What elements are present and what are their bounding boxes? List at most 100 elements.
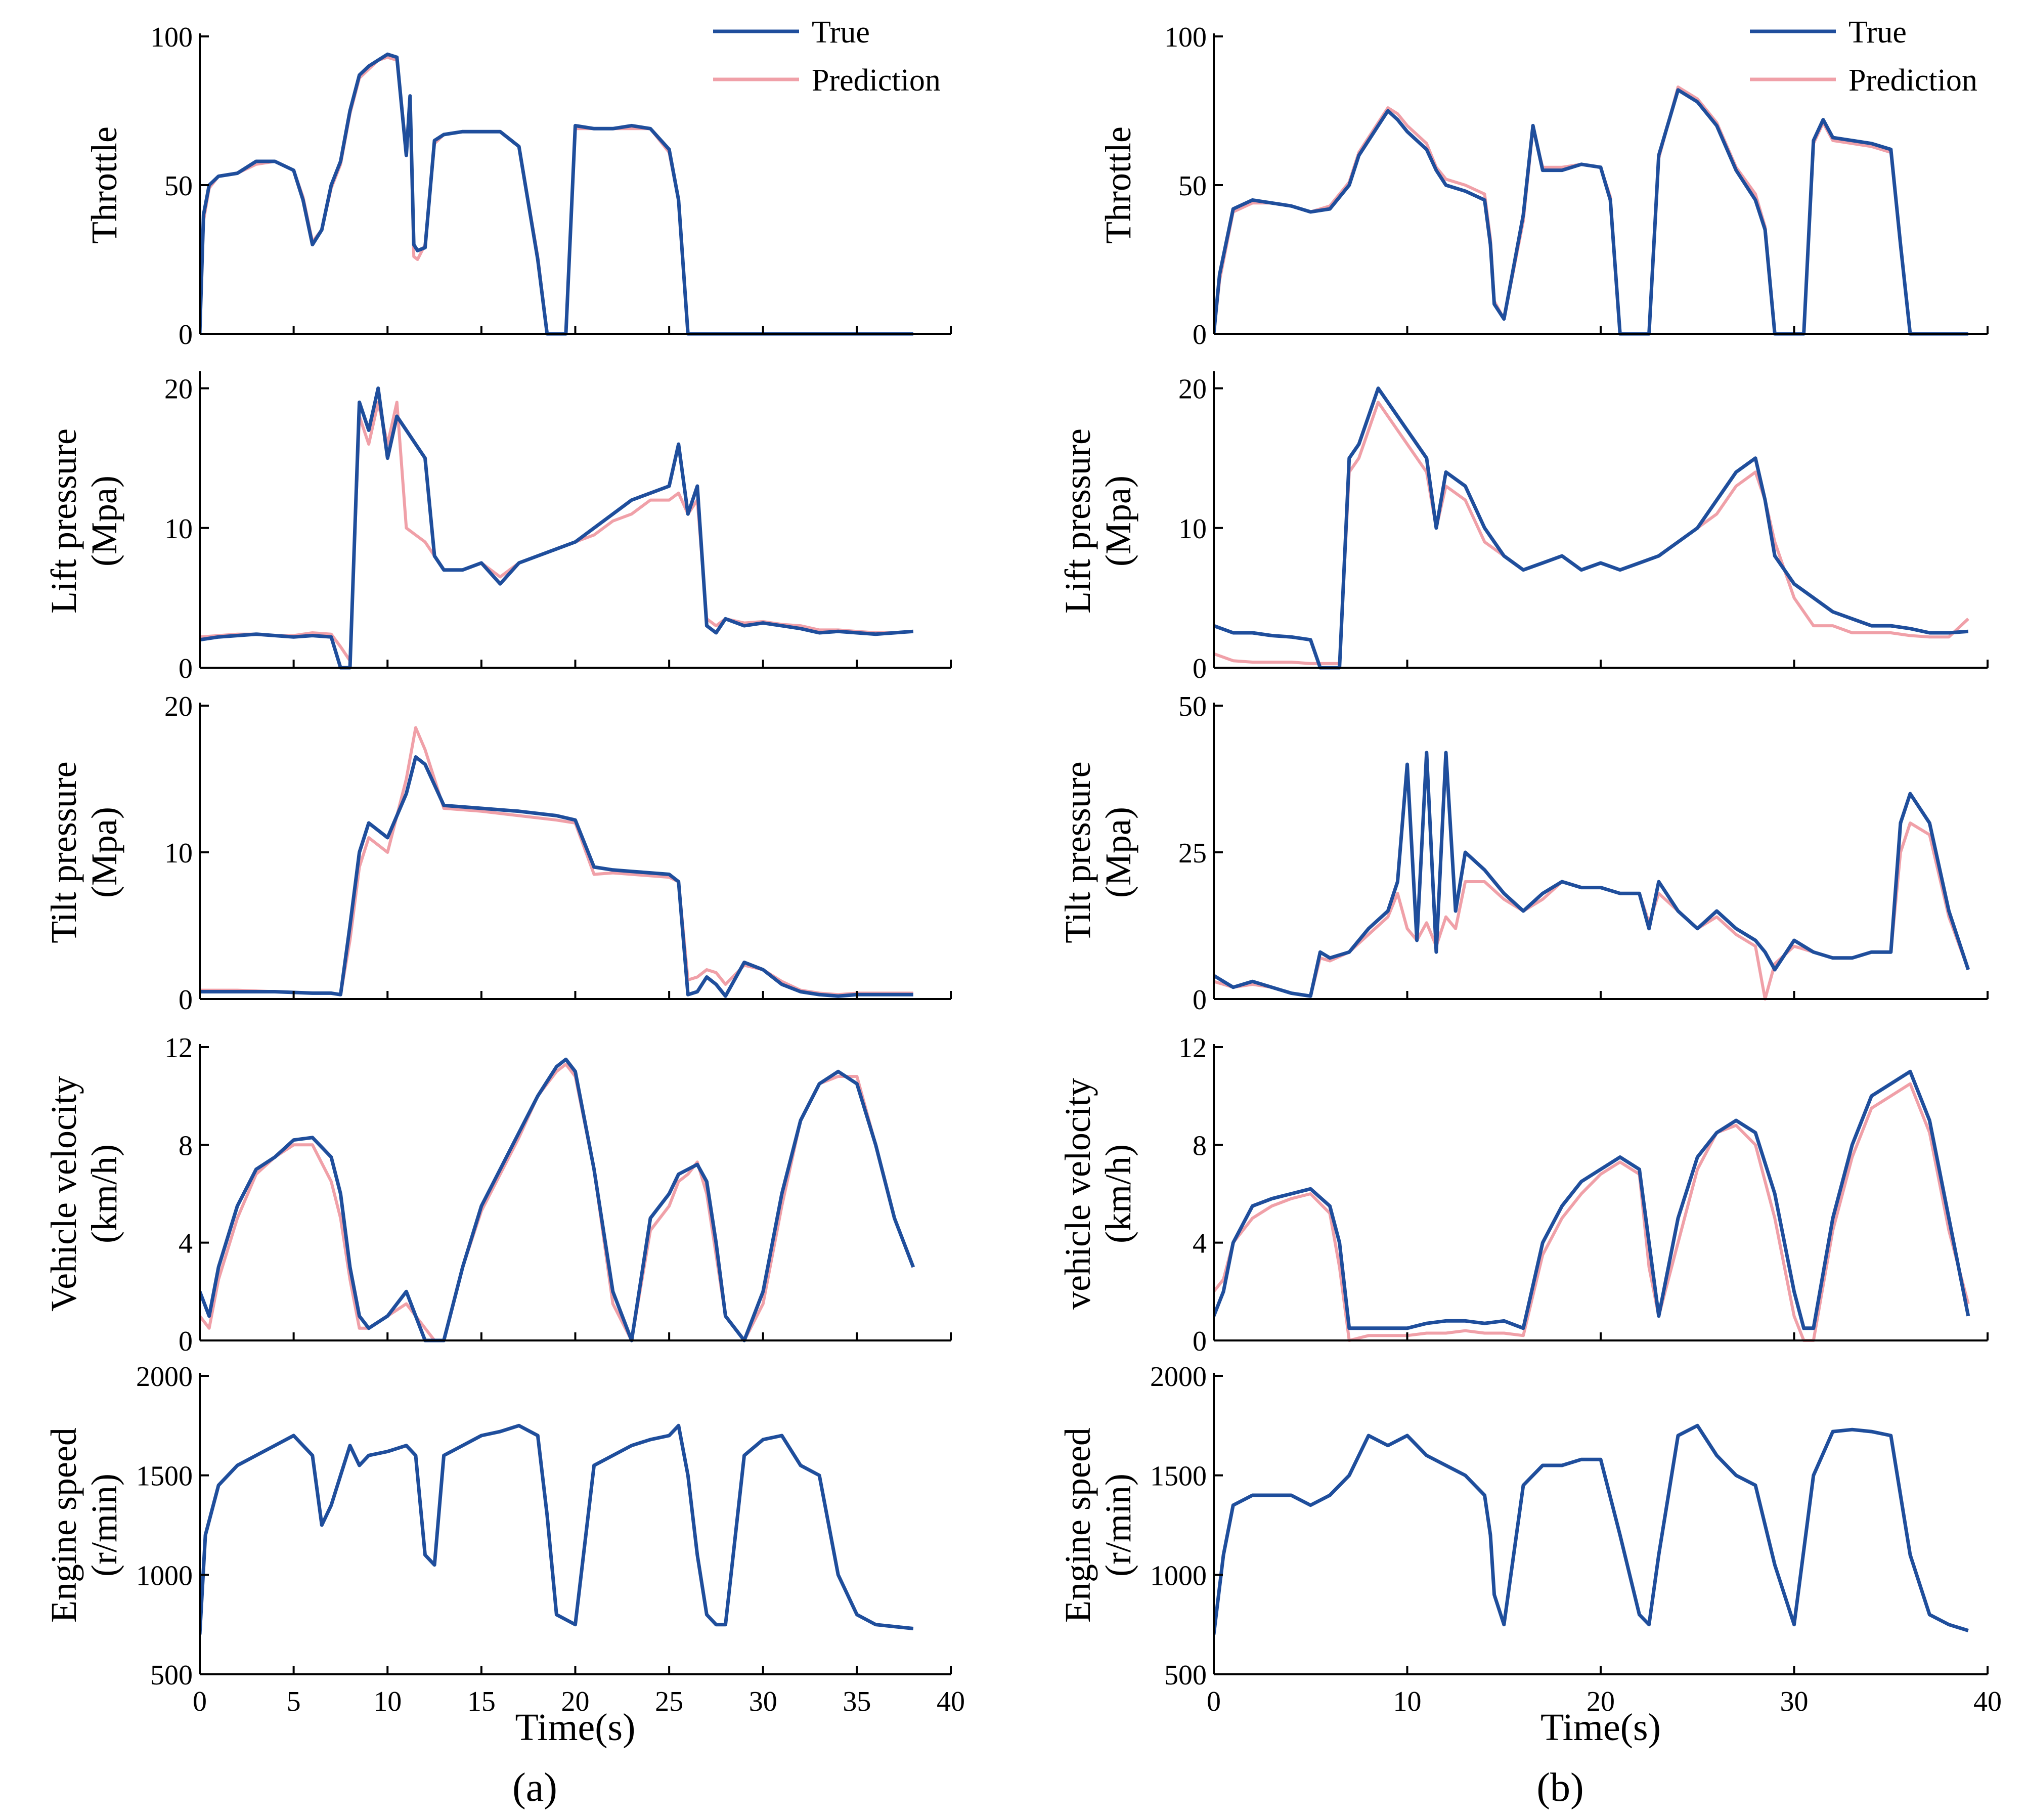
y-axis-label: Lift pressure — [1058, 428, 1098, 614]
x-tick-label: 20 — [1587, 1686, 1615, 1717]
subfigure-caption: (a) — [512, 1765, 557, 1810]
prediction-series-line — [200, 56, 913, 335]
y-axis-label: Lift pressure — [43, 428, 84, 614]
x-tick-label: 10 — [1393, 1686, 1422, 1717]
panel-4: 500 1000 1500 2000 0 5 10 15 20 25 30 35 40 Engine sp… — [43, 1361, 965, 1717]
y-tick-label: 20 — [164, 374, 193, 405]
true-series-line — [1214, 1423, 1969, 1635]
y-tick-label: 0 — [1193, 1326, 1207, 1357]
y-tick-label: 12 — [164, 1032, 193, 1064]
y-tick-label: 0 — [179, 1326, 193, 1357]
y-tick-label: 12 — [1178, 1032, 1207, 1064]
panel-2: 0 25 50 Tilt pressure (Mpa) — [1058, 691, 1989, 1016]
prediction-series-line — [1214, 821, 1970, 1001]
legend-true-label: True — [812, 15, 870, 50]
y-axis-label: (Mpa) — [84, 807, 124, 898]
y-tick-label: 500 — [150, 1660, 193, 1691]
y-tick-label: 50 — [164, 170, 193, 202]
panel-1: 0 10 20 Lift pressure (Mpa) — [43, 371, 952, 684]
legend-prediction-label: Prediction — [1848, 63, 1977, 98]
x-axis-label: Time(s) — [515, 1706, 636, 1749]
y-tick-label: 1500 — [1150, 1461, 1207, 1492]
true-series-line — [200, 386, 914, 670]
y-axis-label: Throttle — [84, 126, 124, 244]
y-tick-label: 8 — [1193, 1130, 1207, 1161]
y-axis-label: (Mpa) — [1098, 807, 1138, 898]
prediction-series-line — [1214, 401, 1969, 665]
x-tick-label: 20 — [561, 1686, 590, 1717]
x-tick-label: 30 — [749, 1686, 777, 1717]
prediction-series-line — [200, 1062, 915, 1342]
y-tick-label: 10 — [164, 513, 193, 545]
y-tick-label: 1000 — [1150, 1560, 1207, 1591]
y-tick-label: 100 — [1164, 22, 1207, 53]
x-tick-label: 5 — [287, 1686, 301, 1717]
y-tick-label: 20 — [164, 691, 193, 722]
y-axis-label: (Mpa) — [84, 475, 124, 567]
true-series-line — [1214, 751, 1970, 998]
legend-true-label: True — [1848, 15, 1907, 50]
y-axis-label: Tilt pressure — [1058, 761, 1098, 943]
true-series-line — [200, 1423, 914, 1635]
prediction-series-line — [200, 401, 914, 663]
y-axis-label: Tilt pressure — [43, 761, 84, 943]
x-tick-label: 30 — [1780, 1686, 1809, 1717]
x-tick-label: 35 — [843, 1686, 871, 1717]
x-tick-label: 40 — [1973, 1686, 2002, 1717]
y-tick-label: 0 — [179, 984, 193, 1016]
x-tick-label: 40 — [937, 1686, 965, 1717]
y-tick-label: 500 — [1164, 1660, 1207, 1691]
legend: True Prediction — [1750, 15, 1977, 98]
y-tick-label: 50 — [1178, 170, 1207, 202]
y-axis-label: vehicle velocity — [1058, 1078, 1098, 1310]
x-tick-label: 10 — [373, 1686, 402, 1717]
y-axis-label: (km/h) — [84, 1144, 124, 1243]
panel-3: 0 4 8 12 vehicle velocity (km/h) — [1058, 1032, 1989, 1357]
y-tick-label: 0 — [179, 653, 193, 684]
panel-1: 0 10 20 Lift pressure (Mpa) — [1058, 371, 1989, 684]
panel-4: 500 1000 1500 2000 0 10 20 30 40 Engine speed (r/m… — [1058, 1361, 2002, 1717]
true-series-line — [200, 755, 913, 998]
y-axis-label: (km/h) — [1098, 1144, 1138, 1243]
y-tick-label: 4 — [179, 1228, 193, 1260]
panel-2: 0 10 20 Tilt pressure (Mpa) — [43, 691, 952, 1016]
y-tick-label: 10 — [1178, 513, 1207, 545]
true-series-line — [1214, 1069, 1970, 1330]
y-tick-label: 4 — [1193, 1228, 1207, 1260]
legend: True Prediction — [713, 15, 941, 98]
y-tick-label: 2000 — [1150, 1361, 1207, 1393]
x-tick-label: 0 — [1207, 1686, 1221, 1717]
y-tick-label: 0 — [1193, 984, 1207, 1016]
y-axis-label: Vehicle velocity — [43, 1076, 84, 1312]
y-tick-label: 2000 — [136, 1361, 193, 1393]
y-tick-label: 20 — [1178, 374, 1207, 405]
true-series-line — [1214, 88, 1968, 336]
y-tick-label: 0 — [1193, 653, 1207, 684]
y-axis-label: Engine speed — [1058, 1427, 1098, 1623]
true-series-line — [1214, 386, 1969, 670]
prediction-series-line — [200, 726, 913, 996]
prediction-series-line — [1214, 1082, 1970, 1342]
panel-0: 0 50 100 Throttle True Prediction — [84, 15, 952, 351]
x-tick-label: 25 — [655, 1686, 683, 1717]
y-tick-label: 50 — [1178, 691, 1207, 722]
y-tick-label: 25 — [1178, 838, 1207, 869]
y-tick-label: 0 — [179, 319, 193, 351]
subfigure-caption: (b) — [1536, 1765, 1583, 1810]
true-series-line — [200, 1057, 915, 1342]
panel-3: 0 4 8 12 Vehicle velocity (km/h) — [43, 1032, 952, 1357]
x-tick-label: 15 — [467, 1686, 496, 1717]
y-tick-label: 0 — [1193, 319, 1207, 351]
x-tick-label: 0 — [193, 1686, 207, 1717]
true-series-line — [200, 52, 913, 336]
y-axis-label: Engine speed — [43, 1427, 84, 1623]
y-tick-label: 1000 — [136, 1560, 193, 1591]
y-axis-label: (Mpa) — [1098, 475, 1138, 567]
y-axis-label: (r/min) — [84, 1474, 124, 1577]
x-axis-label: Time(s) — [1540, 1706, 1661, 1749]
prediction-series-line — [1214, 1424, 1969, 1635]
panel-0: 0 50 100 Throttle True Prediction — [1098, 15, 1989, 351]
